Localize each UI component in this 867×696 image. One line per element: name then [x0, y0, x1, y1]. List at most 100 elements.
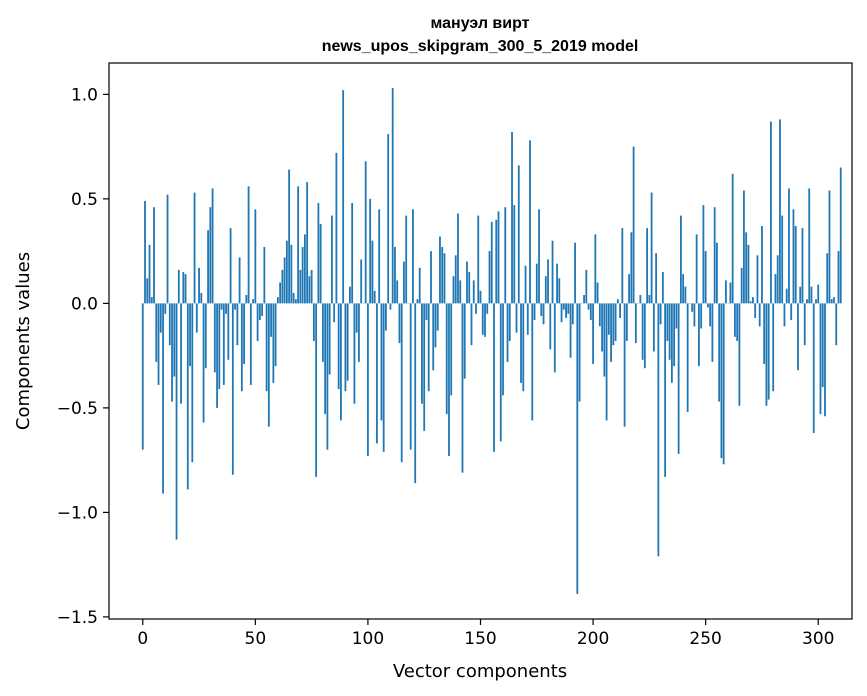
bar-component-74 [308, 276, 311, 304]
bars-group [141, 88, 842, 594]
bar-component-259 [725, 280, 727, 304]
bar-component-160 [502, 303, 504, 396]
bar-component-253 [711, 303, 714, 362]
bar-component-284 [781, 215, 784, 304]
bar-component-270 [749, 301, 752, 304]
bar-component-196 [583, 295, 585, 304]
bar-component-12 [168, 303, 171, 346]
bar-component-204 [601, 303, 603, 352]
bar-component-65 [288, 169, 291, 304]
bar-component-23 [193, 192, 196, 304]
bar-component-146 [470, 303, 473, 346]
bar-component-271 [752, 297, 754, 304]
bar-component-218 [632, 146, 635, 304]
bar-component-265 [738, 303, 741, 406]
bar-component-39 [229, 228, 232, 304]
bar-component-178 [542, 303, 545, 325]
bar-component-127 [427, 303, 430, 392]
bar-component-239 [679, 215, 682, 304]
bar-component-143 [463, 303, 466, 379]
bar-component-30 [209, 207, 212, 304]
bar-component-17 [180, 303, 182, 404]
bar-component-36 [222, 303, 225, 385]
bar-component-301 [819, 303, 822, 415]
bar-component-258 [722, 303, 725, 465]
bar-component-148 [475, 303, 477, 314]
bar-component-139 [454, 255, 457, 304]
bar-component-80 [321, 303, 324, 362]
bar-component-82 [326, 303, 329, 450]
bar-component-177 [540, 303, 543, 316]
bar-component-16 [177, 269, 180, 304]
bar-component-300 [817, 284, 820, 304]
bar-component-229 [657, 303, 660, 557]
bar-component-212 [619, 303, 621, 319]
bar-component-24 [195, 303, 198, 333]
bar-component-294 [803, 303, 806, 346]
bar-component-249 [702, 205, 705, 304]
bar-component-101 [369, 198, 372, 304]
bar-component-4 [150, 297, 153, 304]
bar-component-293 [801, 228, 804, 304]
bar-component-18 [182, 272, 185, 304]
bar-component-133 [441, 246, 444, 304]
bar-component-71 [301, 246, 304, 304]
bar-component-88 [340, 303, 342, 421]
bar-component-184 [556, 263, 558, 304]
y-tick-label: −1.0 [57, 503, 98, 523]
bar-component-208 [610, 303, 612, 362]
bar-component-48 [249, 303, 252, 385]
bar-component-203 [598, 303, 601, 327]
bar-component-62 [281, 269, 284, 304]
bar-component-272 [754, 303, 757, 319]
bar-component-152 [484, 303, 486, 337]
bar-component-308 [835, 303, 838, 346]
bar-component-37 [225, 303, 227, 314]
chart-title-line-2: news_upos_skipgram_300_5_2019 model [322, 38, 639, 55]
bar-component-70 [299, 269, 302, 304]
bar-component-73 [306, 182, 309, 304]
x-tick-label: 250 [689, 629, 721, 649]
bar-component-268 [745, 232, 748, 304]
bar-component-0 [141, 303, 144, 450]
bar-component-252 [709, 303, 712, 327]
bar-component-161 [504, 207, 507, 304]
bar-component-158 [497, 211, 500, 304]
bar-component-200 [592, 303, 594, 364]
bar-component-116 [403, 261, 405, 304]
bar-component-76 [312, 303, 315, 341]
bar-component-126 [425, 303, 428, 321]
x-tick-label: 100 [352, 629, 384, 649]
bar-component-262 [731, 173, 734, 304]
bar-component-231 [661, 272, 664, 304]
bar-component-100 [367, 303, 369, 456]
bar-component-142 [461, 303, 464, 473]
bar-component-45 [243, 303, 245, 364]
y-tick-label: −1.5 [57, 608, 98, 628]
bar-component-28 [204, 303, 207, 369]
bar-component-129 [432, 303, 435, 371]
bar-component-230 [659, 303, 662, 325]
bar-component-305 [828, 190, 831, 304]
bar-component-20 [186, 303, 189, 490]
bar-component-10 [164, 303, 167, 314]
bar-component-238 [677, 303, 680, 454]
bar-component-26 [200, 292, 203, 304]
bar-component-22 [191, 303, 194, 463]
bar-component-303 [824, 303, 826, 417]
y-tick-label: 1.0 [71, 85, 98, 105]
bar-component-307 [833, 297, 835, 304]
bar-component-248 [700, 303, 703, 329]
bar-component-257 [720, 303, 723, 459]
bar-component-202 [596, 282, 599, 304]
bar-component-237 [675, 303, 678, 329]
bar-component-254 [713, 207, 716, 304]
bar-component-35 [220, 303, 223, 310]
bar-component-213 [621, 228, 624, 304]
y-tick-label: 0.0 [71, 294, 98, 314]
bar-component-216 [628, 274, 630, 304]
bar-component-297 [810, 286, 813, 304]
bar-component-85 [333, 303, 336, 323]
bar-component-97 [360, 259, 363, 304]
bar-component-190 [569, 303, 572, 358]
